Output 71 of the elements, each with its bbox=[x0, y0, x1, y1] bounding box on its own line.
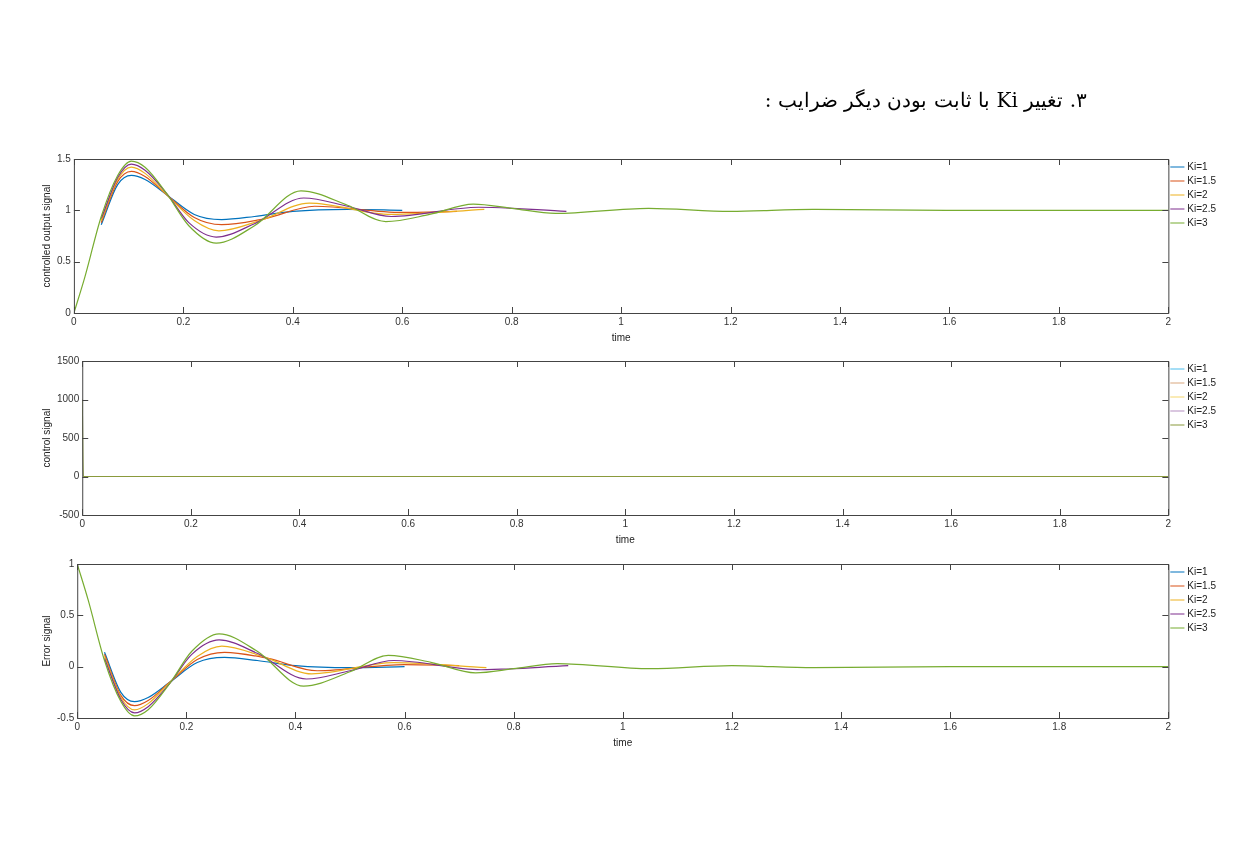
x-tick-label: 1.2 bbox=[723, 315, 738, 327]
y-tick-label: 0 bbox=[65, 306, 72, 318]
legend-label: Ki=1 bbox=[1187, 362, 1209, 374]
y-tick-label: -0.5 bbox=[57, 711, 75, 723]
legend-label: Ki=2.5 bbox=[1187, 404, 1217, 416]
x-axis-title: time bbox=[611, 331, 632, 343]
legend-label: Ki=3 bbox=[1187, 216, 1209, 228]
y-tick-label: 500 bbox=[62, 431, 80, 443]
legend-label: Ki=1.5 bbox=[1187, 174, 1217, 186]
x-tick-label: 1.4 bbox=[835, 517, 850, 529]
x-tick-label: 1 bbox=[620, 720, 627, 732]
x-tick-label: 1.2 bbox=[726, 517, 742, 529]
legend-label: Ki=2 bbox=[1187, 593, 1209, 605]
line-series bbox=[100, 174, 403, 226]
x-tick-label: 0.8 bbox=[509, 517, 525, 529]
x-tick-label: 0.4 bbox=[288, 720, 303, 732]
chart-title: ۳. تغییر Ki با ثابت بودن دیگر ضرایب : bbox=[764, 88, 1087, 112]
x-tick-label: 0.8 bbox=[504, 315, 520, 327]
x-axis-title: time bbox=[613, 736, 633, 748]
y-tick-label: -500 bbox=[59, 508, 80, 520]
y-tick-label: 0 bbox=[68, 660, 75, 672]
x-tick-label: 0.6 bbox=[397, 720, 412, 732]
y-tick-label: 1500 bbox=[57, 354, 80, 366]
x-tick-label: 0.2 bbox=[176, 315, 191, 327]
legend-label: Ki=3 bbox=[1187, 621, 1209, 633]
legend-label: Ki=1.5 bbox=[1187, 579, 1217, 591]
y-tick-label: 1.5 bbox=[57, 152, 72, 164]
y-tick-label: 0 bbox=[73, 470, 80, 482]
x-tick-label: 1.6 bbox=[943, 720, 958, 732]
y-tick-label: 1 bbox=[68, 557, 75, 569]
x-tick-label: 0.2 bbox=[179, 720, 194, 732]
x-tick-label: 0.4 bbox=[292, 517, 307, 529]
y-tick-label: 1000 bbox=[57, 393, 80, 405]
line-series bbox=[103, 651, 406, 703]
legend-label: Ki=1 bbox=[1187, 160, 1209, 172]
x-axis-title: time bbox=[615, 533, 636, 545]
y-tick-label: 0.5 bbox=[60, 609, 75, 621]
line-series bbox=[100, 166, 485, 232]
x-tick-label: 0.2 bbox=[183, 517, 199, 529]
x-tick-label: 2 bbox=[1165, 517, 1172, 529]
line-series bbox=[100, 163, 568, 238]
legend-label: Ki=2 bbox=[1187, 188, 1209, 200]
y-tick-label: 1 bbox=[65, 204, 72, 216]
x-tick-label: 1.2 bbox=[724, 720, 740, 732]
legend-label: Ki=1 bbox=[1187, 565, 1209, 577]
x-tick-label: 1.8 bbox=[1052, 720, 1067, 732]
x-tick-label: 1 bbox=[622, 517, 629, 529]
legend-label: Ki=1.5 bbox=[1187, 376, 1217, 388]
legend-label: Ki=2.5 bbox=[1187, 202, 1217, 214]
y-axis-title: control signal bbox=[40, 408, 52, 468]
x-tick-label: 0.4 bbox=[285, 315, 301, 327]
x-tick-label: 2 bbox=[1165, 315, 1172, 327]
x-tick-label: 1.8 bbox=[1052, 517, 1068, 529]
legend-label: Ki=2 bbox=[1187, 390, 1209, 402]
x-tick-label: 1 bbox=[618, 315, 625, 327]
x-tick-label: 2 bbox=[1165, 720, 1172, 732]
y-axis-title: controlled output signal bbox=[40, 184, 52, 288]
x-tick-label: 1.4 bbox=[834, 720, 849, 732]
x-tick-label: 1.8 bbox=[1051, 315, 1067, 327]
line-series bbox=[103, 645, 488, 711]
legend-label: Ki=3 bbox=[1187, 418, 1209, 430]
x-tick-label: 1.4 bbox=[833, 315, 848, 327]
x-tick-label: 0.6 bbox=[401, 517, 416, 529]
y-tick-label: 0.5 bbox=[57, 255, 72, 267]
x-tick-label: 1.6 bbox=[942, 315, 957, 327]
line-series bbox=[103, 639, 569, 714]
x-tick-label: 0.6 bbox=[395, 315, 410, 327]
y-axis-title: Error signal bbox=[40, 615, 52, 667]
x-tick-label: 0.8 bbox=[506, 720, 522, 732]
legend-label: Ki=2.5 bbox=[1187, 607, 1217, 619]
x-tick-label: 1.6 bbox=[944, 517, 959, 529]
